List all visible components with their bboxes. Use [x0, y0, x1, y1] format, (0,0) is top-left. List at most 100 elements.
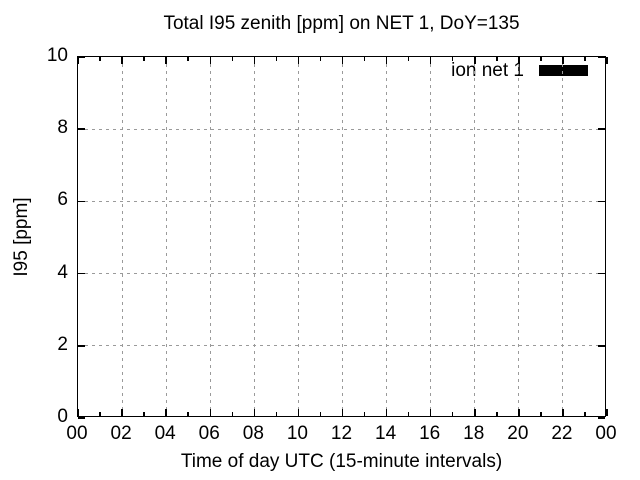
- x-minor-tick: [363, 57, 366, 61]
- x-minor-tick: [496, 412, 498, 416]
- x-minor-tick: [540, 412, 542, 416]
- y-major-tick: [78, 417, 85, 419]
- y-tick-label: 0: [57, 406, 68, 427]
- y-major-tick: [78, 272, 85, 275]
- x-major-tick: [165, 409, 167, 416]
- x-minor-tick: [540, 57, 542, 61]
- y-tick-label: 8: [57, 117, 68, 139]
- gridline-x: [121, 57, 123, 416]
- x-major-tick: [209, 409, 211, 416]
- x-major-tick: [297, 57, 300, 64]
- x-minor-tick: [187, 412, 189, 416]
- x-minor-tick: [231, 57, 234, 61]
- gridline-x: [562, 57, 564, 416]
- x-major-tick: [562, 409, 564, 416]
- y-major-tick: [598, 200, 605, 203]
- x-tick-label: 22: [551, 423, 573, 444]
- x-tick-label: 08: [242, 423, 264, 444]
- gridline-x: [253, 57, 255, 416]
- gridline-x: [165, 57, 167, 416]
- x-minor-tick: [496, 57, 498, 61]
- x-minor-tick: [363, 412, 366, 416]
- x-minor-tick: [584, 412, 586, 416]
- y-major-tick: [598, 417, 605, 419]
- y-major-tick: [598, 128, 605, 130]
- x-major-tick: [253, 57, 256, 64]
- gridline-y: [78, 128, 605, 130]
- x-tick-label: 12: [330, 423, 353, 444]
- y-major-tick: [78, 128, 85, 130]
- legend: ion net 1: [451, 60, 588, 81]
- x-tick-label: 16: [419, 423, 441, 444]
- gridline-x: [474, 57, 476, 416]
- x-major-tick: [341, 57, 344, 64]
- x-major-tick: [429, 57, 432, 64]
- x-minor-tick: [99, 57, 101, 61]
- x-tick-label: 10: [286, 423, 308, 444]
- y-major-tick: [78, 56, 85, 58]
- x-minor-tick: [584, 57, 586, 61]
- x-major-tick: [606, 409, 608, 416]
- x-tick-label: 06: [198, 423, 220, 444]
- plot-area: ion net 1: [77, 56, 608, 419]
- x-minor-tick: [187, 57, 189, 61]
- y-tick-label: 10: [46, 45, 68, 66]
- x-minor-tick: [143, 412, 145, 416]
- x-major-tick: [121, 409, 123, 416]
- x-major-tick: [385, 57, 388, 64]
- gridline-y: [78, 273, 605, 275]
- x-axis-label: Time of day UTC (15-minute intervals): [180, 451, 503, 472]
- x-major-tick: [77, 57, 79, 64]
- x-tick-label: 00: [66, 423, 88, 444]
- x-minor-tick: [451, 412, 454, 416]
- x-major-tick: [297, 409, 300, 416]
- y-tick-label: 4: [57, 261, 68, 283]
- x-major-tick: [341, 409, 344, 416]
- gridline-x: [342, 57, 343, 416]
- y-tick-label: 6: [57, 189, 68, 211]
- x-minor-tick: [275, 57, 278, 61]
- chart-title: Total I95 zenith [ppm] on NET 1, DoY=135: [163, 13, 520, 34]
- x-minor-tick: [319, 57, 322, 61]
- x-minor-tick: [275, 412, 278, 416]
- y-major-tick: [598, 56, 605, 58]
- gridline-x: [209, 57, 211, 416]
- y-major-tick: [598, 345, 605, 347]
- x-major-tick: [474, 409, 476, 416]
- x-major-tick: [385, 409, 388, 416]
- gridline-y: [78, 345, 605, 347]
- x-tick-label: 20: [507, 423, 529, 444]
- x-minor-tick: [99, 412, 101, 416]
- x-minor-tick: [319, 412, 322, 416]
- x-major-tick: [165, 57, 167, 64]
- y-major-tick: [598, 272, 605, 275]
- y-tick-label: 2: [57, 333, 68, 355]
- x-major-tick: [474, 57, 476, 64]
- y-major-tick: [78, 200, 85, 203]
- x-minor-tick: [407, 57, 410, 61]
- x-tick-label: 14: [375, 423, 397, 444]
- x-major-tick: [121, 57, 123, 64]
- gridline-x: [518, 57, 520, 416]
- x-major-tick: [429, 409, 432, 416]
- x-minor-tick: [231, 412, 234, 416]
- legend-series-label: ion net 1: [451, 60, 524, 81]
- x-tick-label: 00: [595, 423, 617, 444]
- x-major-tick: [518, 57, 520, 64]
- x-major-tick: [562, 57, 564, 64]
- x-minor-tick: [451, 57, 454, 61]
- x-tick-label: 18: [463, 423, 485, 444]
- gridline-x: [386, 57, 388, 416]
- gridline-x: [430, 57, 432, 416]
- x-major-tick: [253, 409, 256, 416]
- x-minor-tick: [407, 412, 410, 416]
- x-major-tick: [518, 409, 520, 416]
- y-major-tick: [78, 345, 85, 347]
- x-minor-tick: [143, 57, 145, 61]
- gridline-x: [297, 57, 299, 416]
- gridline-y: [78, 200, 605, 202]
- x-tick-label: 02: [110, 423, 132, 444]
- x-major-tick: [77, 409, 79, 416]
- x-tick-label: 04: [154, 423, 176, 444]
